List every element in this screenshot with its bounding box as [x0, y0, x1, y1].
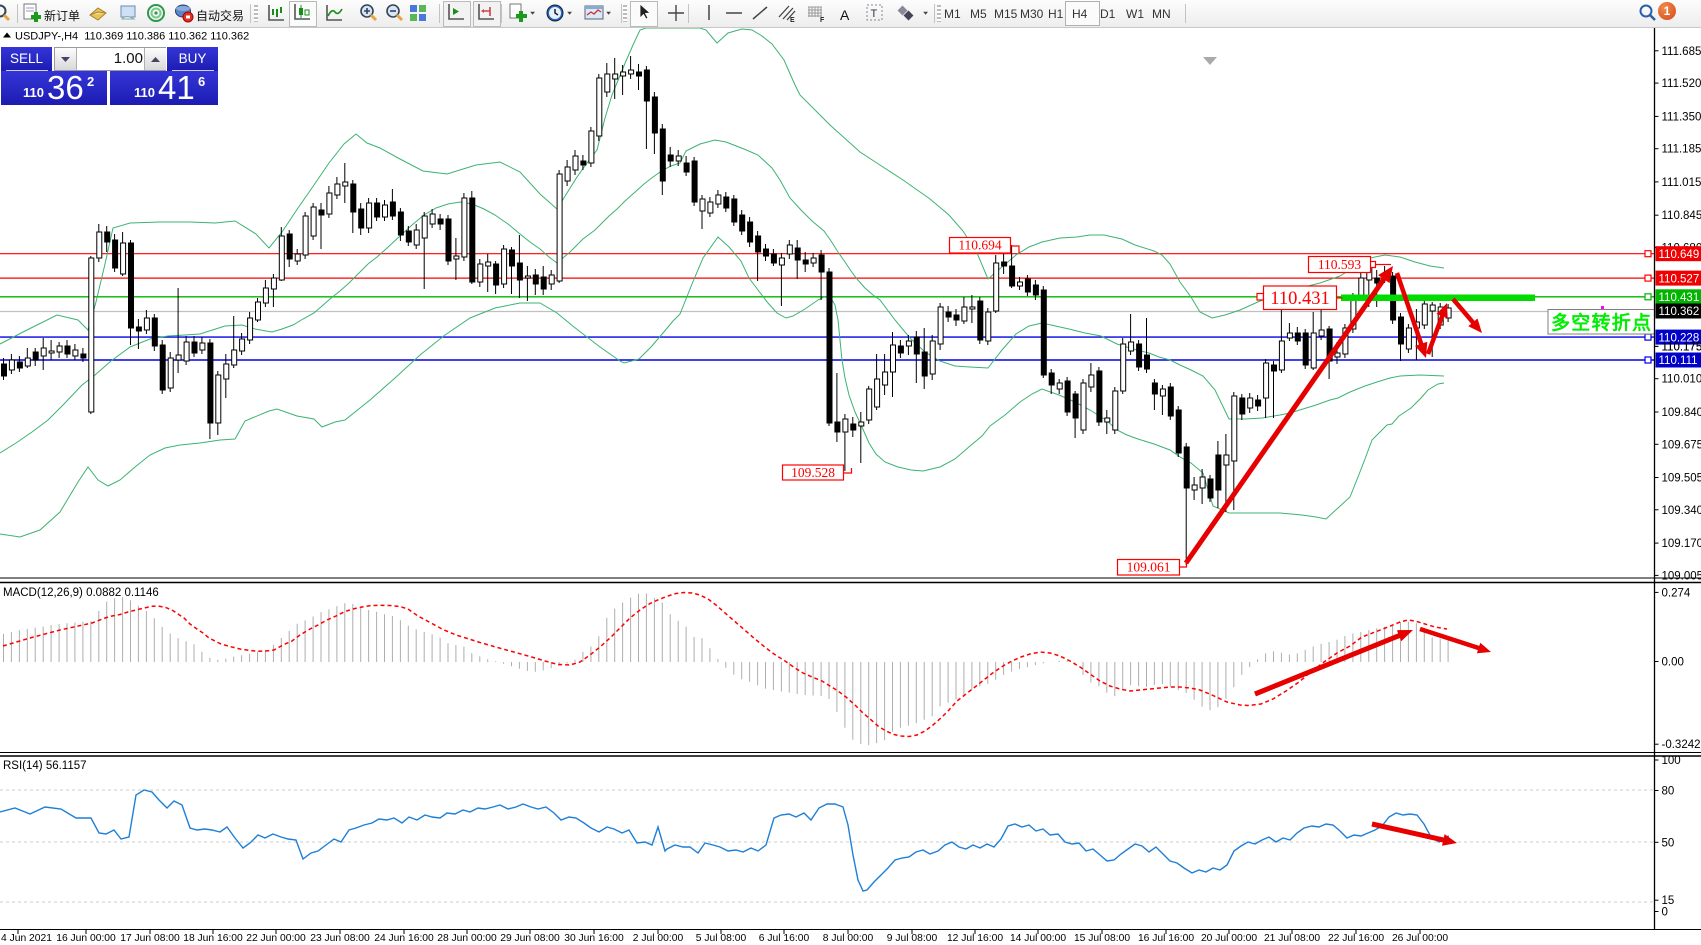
svg-text:16 Jun 00:00: 16 Jun 00:00	[56, 933, 116, 944]
svg-text:28 Jun 00:00: 28 Jun 00:00	[437, 933, 497, 944]
svg-text:9 Jul 08:00: 9 Jul 08:00	[887, 933, 938, 944]
svg-text:109.505: 109.505	[1662, 473, 1701, 485]
svg-text:109.061: 109.061	[1127, 560, 1171, 575]
svg-text:110.593: 110.593	[1318, 257, 1362, 272]
svg-text:14 Jul 00:00: 14 Jul 00:00	[1010, 933, 1066, 944]
svg-text:0: 0	[1662, 907, 1668, 919]
svg-text:110.527: 110.527	[1659, 273, 1700, 285]
svg-text:110.010: 110.010	[1662, 374, 1701, 386]
svg-text:100: 100	[1662, 755, 1681, 767]
svg-text:5 Jul 08:00: 5 Jul 08:00	[696, 933, 747, 944]
svg-text:110.694: 110.694	[958, 238, 1002, 253]
svg-text:109.005: 109.005	[1662, 570, 1701, 582]
svg-text:18 Jun 16:00: 18 Jun 16:00	[183, 933, 243, 944]
svg-text:110.228: 110.228	[1659, 332, 1700, 344]
svg-text:111.185: 111.185	[1662, 144, 1701, 156]
svg-text:30 Jun 16:00: 30 Jun 16:00	[564, 933, 624, 944]
svg-text:109.340: 109.340	[1662, 505, 1701, 517]
svg-text:111.520: 111.520	[1662, 78, 1701, 90]
svg-text:8 Jul 00:00: 8 Jul 00:00	[823, 933, 874, 944]
svg-text:0.00: 0.00	[1662, 657, 1684, 669]
svg-text:-0.3242: -0.3242	[1662, 739, 1701, 751]
svg-text:110.431: 110.431	[1659, 292, 1700, 304]
svg-text:12 Jul 16:00: 12 Jul 16:00	[947, 933, 1003, 944]
svg-text:23 Jun 08:00: 23 Jun 08:00	[310, 933, 370, 944]
svg-text:15: 15	[1662, 895, 1675, 907]
svg-text:110.175: 110.175	[1662, 341, 1701, 353]
svg-text:17 Jun 08:00: 17 Jun 08:00	[120, 933, 180, 944]
svg-text:110.845: 110.845	[1662, 210, 1701, 222]
svg-text:111.350: 111.350	[1662, 111, 1701, 123]
svg-text:USDJPY-,H4 110.369 110.386 11: USDJPY-,H4 110.369 110.386 110.362 110.3…	[15, 31, 249, 43]
svg-text:E: E	[790, 17, 795, 23]
svg-text:111.685: 111.685	[1662, 46, 1701, 58]
svg-text:80: 80	[1662, 786, 1675, 798]
svg-text:109.840: 109.840	[1662, 407, 1701, 419]
svg-text:109.170: 109.170	[1662, 538, 1701, 550]
svg-text:16 Jul 16:00: 16 Jul 16:00	[1138, 933, 1194, 944]
svg-text:T: T	[871, 8, 878, 20]
svg-text:22 Jun 00:00: 22 Jun 00:00	[246, 933, 306, 944]
svg-text:0.274: 0.274	[1662, 587, 1691, 599]
svg-text:26 Jul 00:00: 26 Jul 00:00	[1392, 933, 1448, 944]
svg-text:2 Jul 00:00: 2 Jul 00:00	[633, 933, 684, 944]
svg-text:110.431: 110.431	[1270, 289, 1329, 309]
svg-text:109.675: 109.675	[1662, 439, 1701, 451]
svg-text:20 Jul 00:00: 20 Jul 00:00	[1201, 933, 1257, 944]
svg-text:22 Jul 16:00: 22 Jul 16:00	[1328, 933, 1384, 944]
svg-text:109.528: 109.528	[791, 465, 835, 480]
svg-text:4 Jun 2021: 4 Jun 2021	[1, 933, 52, 944]
svg-text:111.015: 111.015	[1662, 177, 1701, 189]
svg-text:110.362: 110.362	[1659, 306, 1700, 318]
svg-text:110.649: 110.649	[1659, 249, 1700, 261]
svg-text:21 Jul 08:00: 21 Jul 08:00	[1264, 933, 1320, 944]
svg-text:50: 50	[1662, 837, 1675, 849]
svg-text:6 Jul 16:00: 6 Jul 16:00	[759, 933, 810, 944]
svg-text:24 Jun 16:00: 24 Jun 16:00	[374, 933, 434, 944]
svg-text:15 Jul 08:00: 15 Jul 08:00	[1074, 933, 1130, 944]
svg-text:多空转折点: 多空转折点	[1551, 311, 1651, 334]
svg-text:F: F	[820, 17, 825, 23]
svg-text:110.111: 110.111	[1659, 355, 1698, 367]
svg-text:RSI(14) 56.1157: RSI(14) 56.1157	[3, 760, 87, 772]
svg-text:MACD(12,26,9) 0.0882 0.1146: MACD(12,26,9) 0.0882 0.1146	[3, 587, 159, 599]
svg-text:29 Jun 08:00: 29 Jun 08:00	[500, 933, 560, 944]
